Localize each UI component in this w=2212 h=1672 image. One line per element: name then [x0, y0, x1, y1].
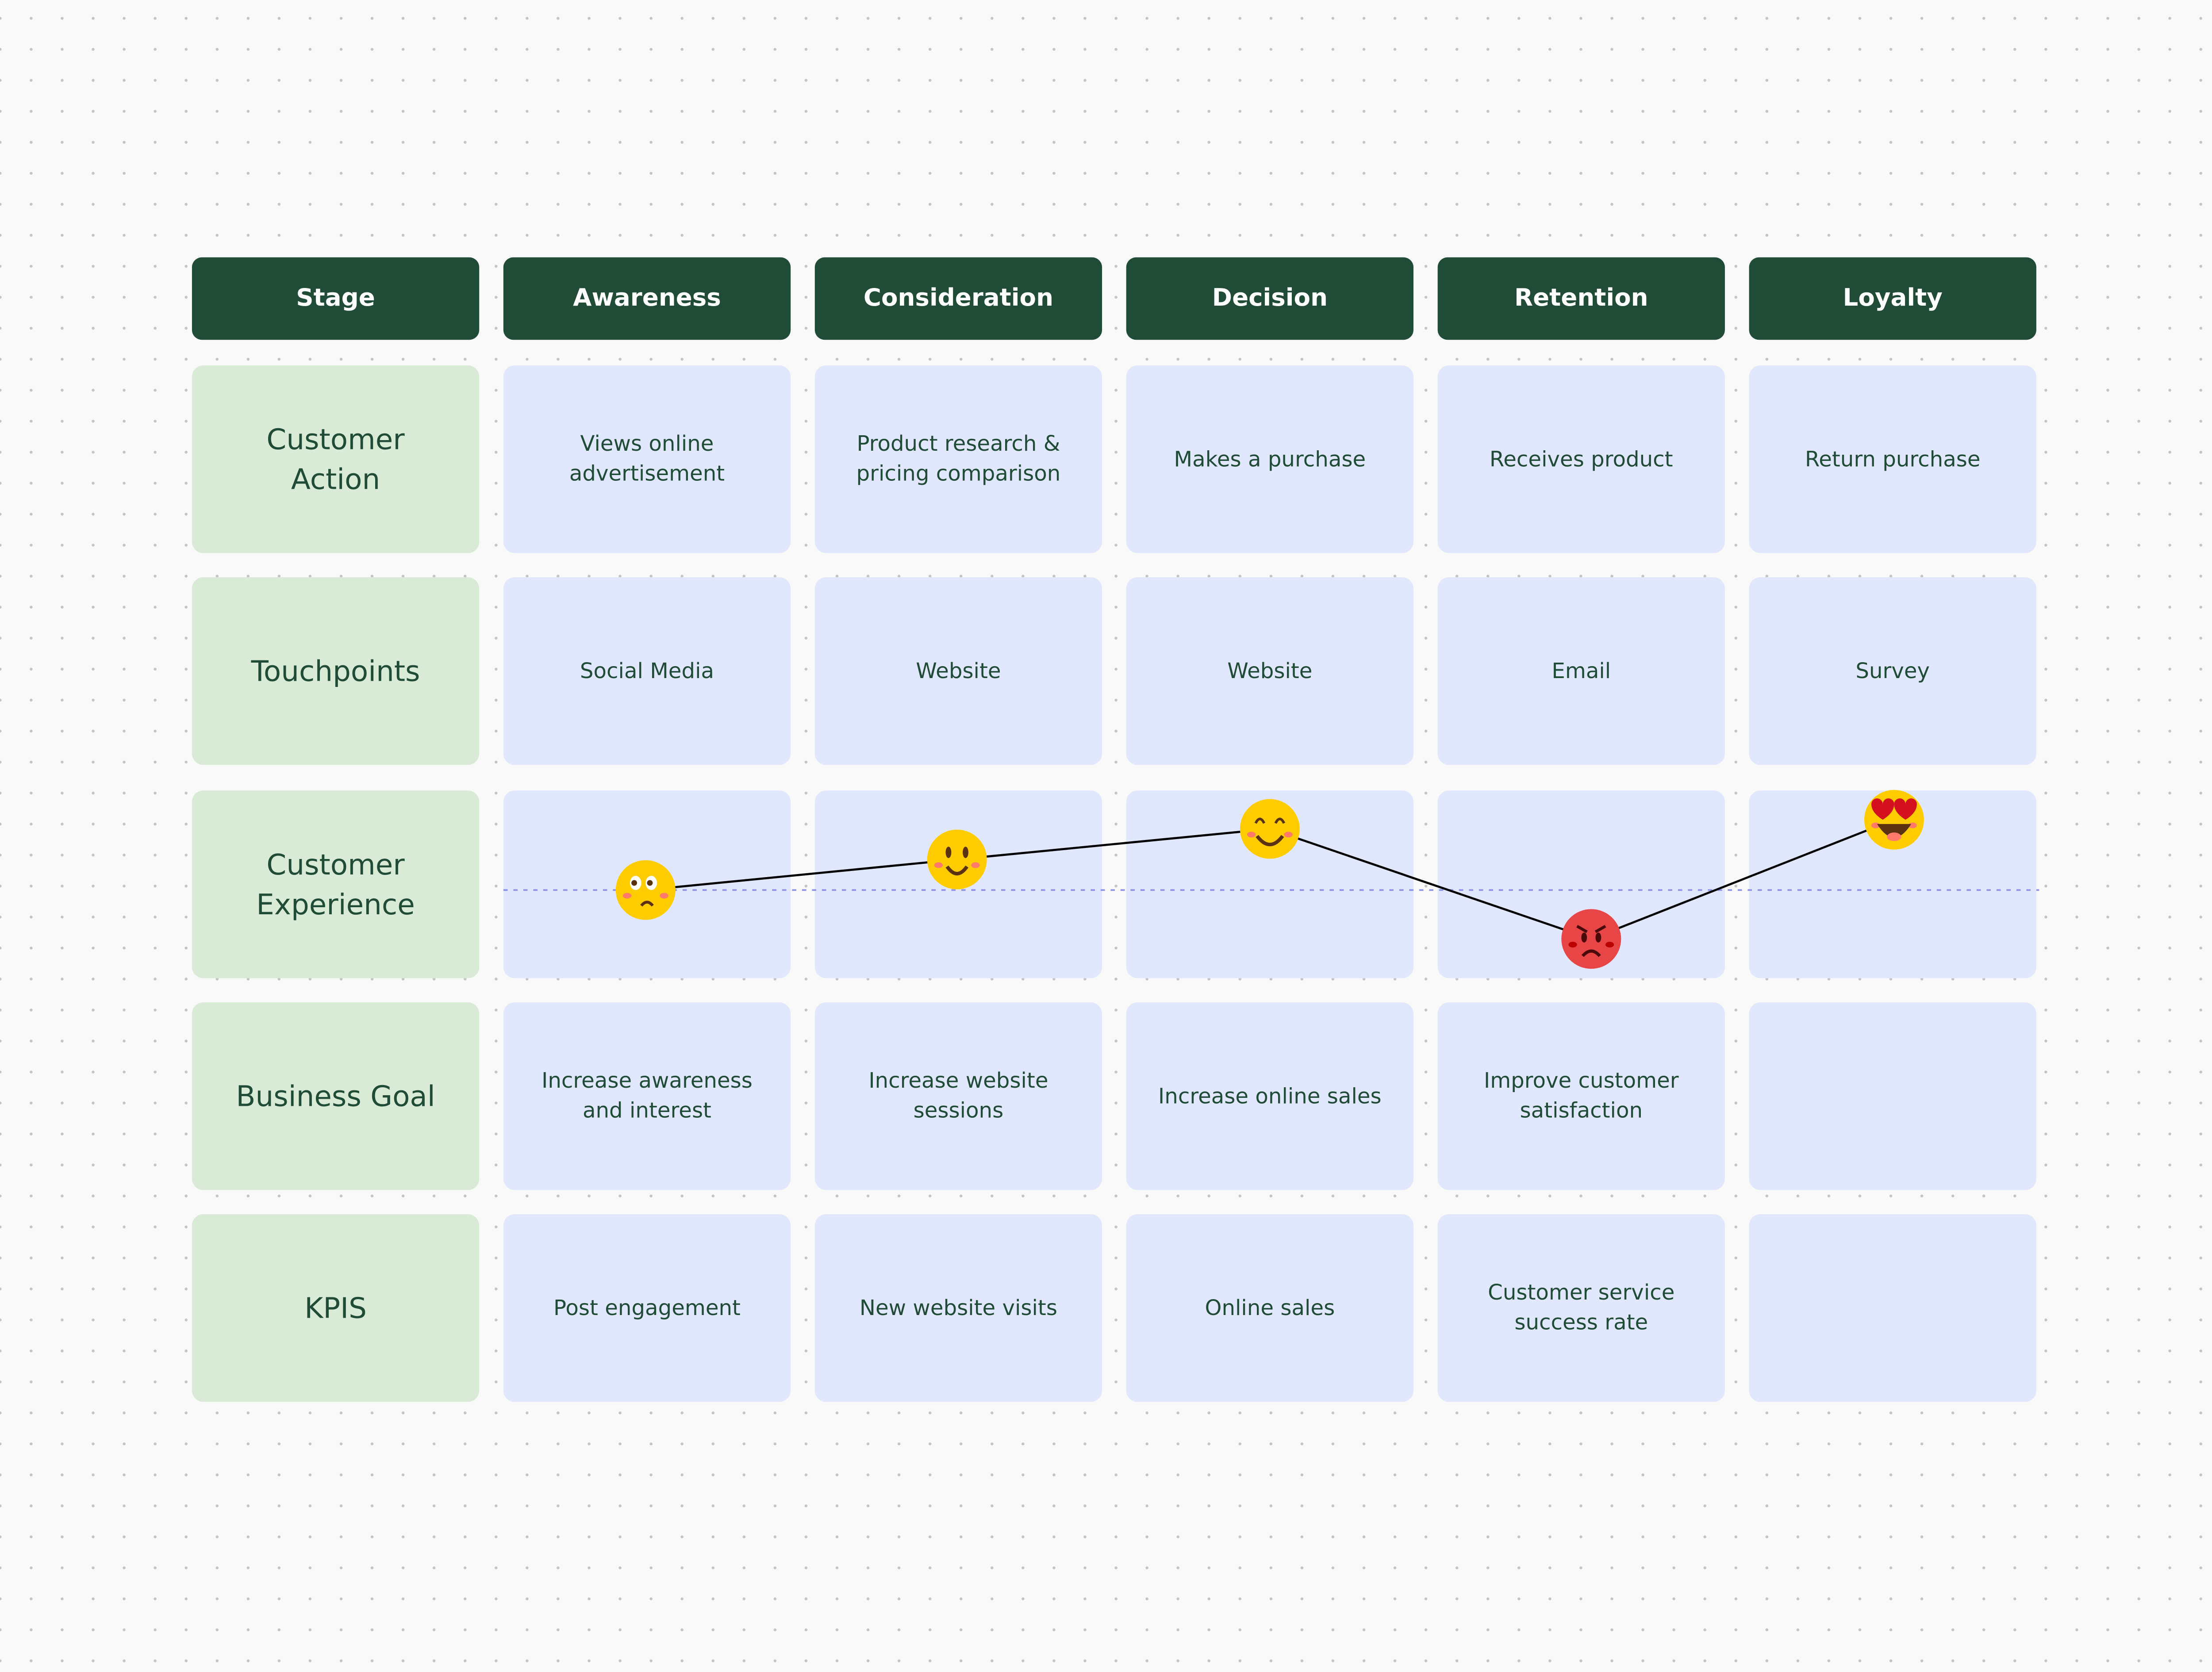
cell[interactable]: New website visits [814, 1214, 1102, 1402]
row-label-customer-action: Customer Action [192, 365, 480, 553]
cell[interactable]: Views online advertisement [503, 365, 791, 553]
row-label-business-goal: Business Goal [192, 1002, 480, 1190]
cell[interactable]: Survey [1749, 577, 2036, 765]
row-label-kpis: KPIS [192, 1214, 480, 1402]
cell[interactable]: Return purchase [1749, 365, 2036, 553]
slightly-smiling-face-icon [927, 829, 987, 890]
row-label-touchpoints: Touchpoints [192, 577, 480, 765]
cell[interactable]: Increase online sales [1126, 1002, 1414, 1190]
cell[interactable]: Website [1126, 577, 1414, 765]
cell[interactable]: Receives product [1437, 365, 1725, 553]
angry-face-icon [1561, 909, 1621, 969]
cell[interactable] [1749, 1002, 2036, 1190]
heart-eyes-face-icon [1864, 790, 1924, 850]
row-label-customer-experience: Customer Experience [192, 790, 480, 978]
cell[interactable]: Increase website sessions [814, 1002, 1102, 1190]
cell[interactable]: Customer service success rate [1437, 1214, 1725, 1402]
header-decision: Decision [1126, 257, 1414, 340]
cell[interactable]: Makes a purchase [1126, 365, 1414, 553]
worried-face-icon [615, 860, 676, 920]
cell[interactable]: Email [1437, 577, 1725, 765]
cell[interactable]: Product research & pricing comparison [814, 365, 1102, 553]
header-stage: Stage [192, 257, 480, 340]
cell[interactable]: Increase awareness and interest [503, 1002, 791, 1190]
header-awareness: Awareness [503, 257, 791, 340]
cell[interactable] [1749, 1214, 2036, 1402]
cell[interactable]: Improve customer satisfaction [1437, 1002, 1725, 1190]
cell[interactable]: Website [814, 577, 1102, 765]
header-consideration: Consideration [814, 257, 1102, 340]
smiling-face-closed-eyes-icon [1240, 799, 1300, 859]
header-loyalty: Loyalty [1749, 257, 2036, 340]
header-retention: Retention [1437, 257, 1725, 340]
cell[interactable]: Online sales [1126, 1214, 1414, 1402]
cell[interactable]: Social Media [503, 577, 791, 765]
cell[interactable]: Post engagement [503, 1214, 791, 1402]
